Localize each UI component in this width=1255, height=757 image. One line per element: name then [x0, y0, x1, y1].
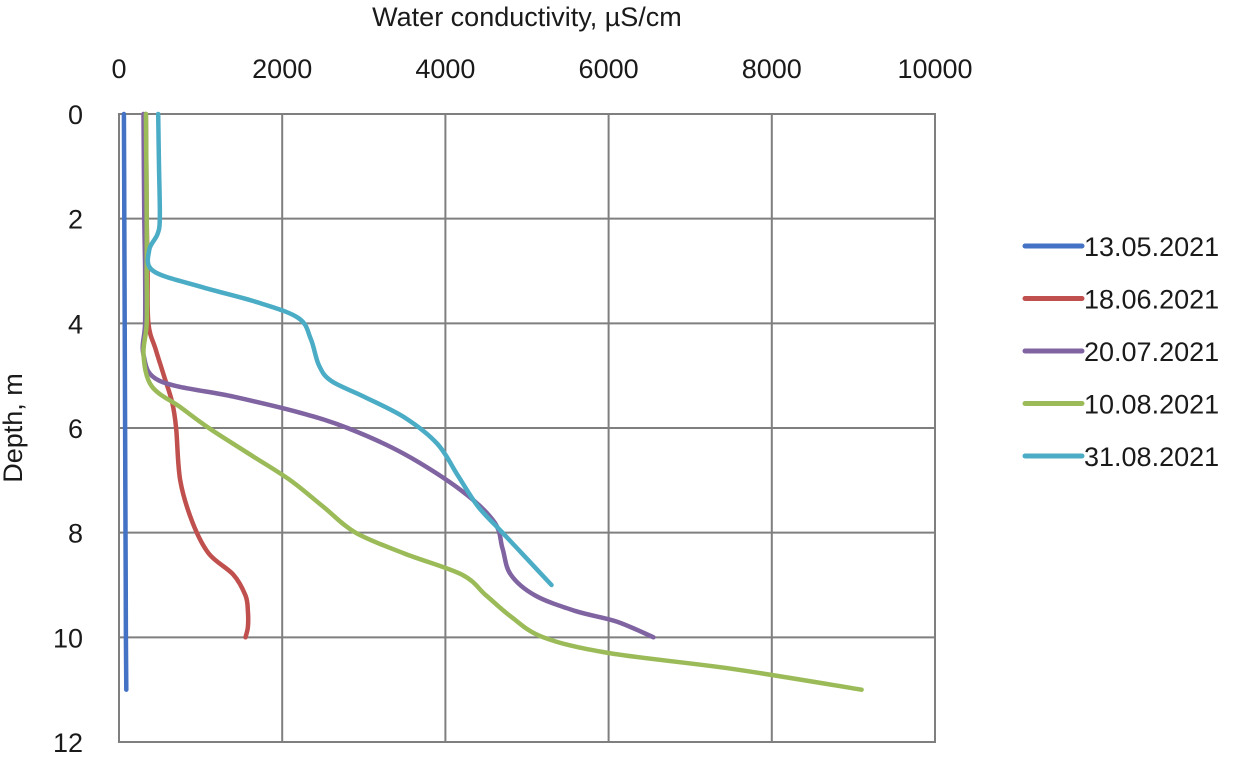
series-line-10.08.2021 [141, 111, 864, 692]
legend-label: 10.08.2021 [1084, 390, 1219, 420]
x-tick-label: 8000 [742, 54, 802, 84]
y-tick-label: 4 [68, 309, 83, 339]
y-tick-label: 6 [68, 414, 83, 444]
x-tick-label: 4000 [415, 54, 475, 84]
x-tick-label: 6000 [579, 54, 639, 84]
grid-layer [119, 114, 935, 742]
series-line-13.05.2021 [121, 111, 129, 692]
x-tick-label: 2000 [252, 54, 312, 84]
y-tick-label: 2 [68, 205, 83, 235]
plot-frame [118, 113, 936, 743]
y-tick-labels: 0 2 4 6 8 10 12 [53, 100, 83, 757]
series-line-31.08.2021 [145, 111, 554, 588]
y-axis-title: Depth, m [0, 373, 28, 483]
x-tick-labels: 0 2000 4000 6000 8000 10000 [111, 54, 972, 84]
y-tick-label: 10 [53, 623, 83, 653]
x-tick-label: 10000 [897, 54, 972, 84]
series-line-20.07.2021 [140, 111, 656, 640]
y-tick-label: 8 [68, 519, 83, 549]
legend-label: 31.08.2021 [1084, 442, 1219, 472]
y-tick-label: 12 [53, 728, 83, 757]
legend: 13.05.2021 18.06.2021 20.07.2021 10.08.2021… [1022, 232, 1219, 472]
y-tick-label: 0 [68, 100, 83, 130]
x-tick-label: 0 [111, 54, 126, 84]
legend-label: 20.07.2021 [1084, 337, 1219, 367]
x-axis-title: Water conductivity, µS/cm [372, 2, 682, 32]
legend-label: 13.05.2021 [1084, 232, 1219, 262]
series-layer [121, 111, 864, 692]
legend-label: 18.06.2021 [1084, 285, 1219, 315]
